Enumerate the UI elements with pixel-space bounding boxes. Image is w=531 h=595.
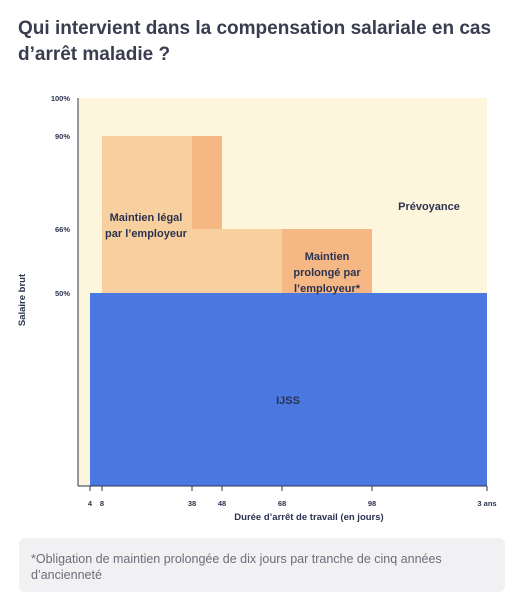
y-tick-label: 66% [55,225,70,234]
x-tick-label: 98 [368,499,376,508]
prolonged-maintenance-label-line-2: prolongé par [293,267,361,279]
x-tick-label: 8 [100,499,104,508]
prevoyance-label: Prévoyance [398,201,460,213]
y-tick-label: 50% [55,289,70,298]
x-tick-label: 4 [88,499,93,508]
x-axis-title: Durée d’arrêt de travail (en jours) [234,512,383,523]
y-axis-title: Salaire brut [17,273,28,326]
y-tick-label: 100% [51,94,71,103]
legal-maintenance-area [102,136,192,293]
legal-maintenance-step-area [192,229,282,293]
ijss-label: IJSS [276,395,300,407]
prolonged-maintenance-label-line-3: l’employeur* [294,283,361,295]
prolonged-maintenance-label-line-1: Maintien [305,251,350,263]
x-tick-label: 3 ans [477,499,496,508]
chart: 100% 90% 66% 50% 4 8 38 48 68 98 3 ans D… [17,94,497,523]
prolonged-maintenance-area [282,229,372,293]
legal-maintenance-label-line-2: par l’employeur [105,228,188,240]
x-tick-label: 48 [218,499,226,508]
y-tick-label: 90% [55,132,70,141]
x-tick-label: 38 [188,499,196,508]
footnote-box: *Obligation de maintien prolongée de dix… [19,538,505,592]
ijss-area [90,293,487,486]
footnote-text: *Obligation de maintien prolongée de dix… [31,552,442,582]
legal-maintenance-extension-area [192,136,222,229]
legal-maintenance-label-line-1: Maintien légal [110,212,183,224]
x-tick-label: 68 [278,499,286,508]
chart-title: Qui intervient dans la compensation sala… [18,18,492,65]
